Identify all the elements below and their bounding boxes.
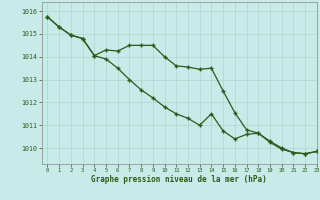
X-axis label: Graphe pression niveau de la mer (hPa): Graphe pression niveau de la mer (hPa) [91, 175, 267, 184]
